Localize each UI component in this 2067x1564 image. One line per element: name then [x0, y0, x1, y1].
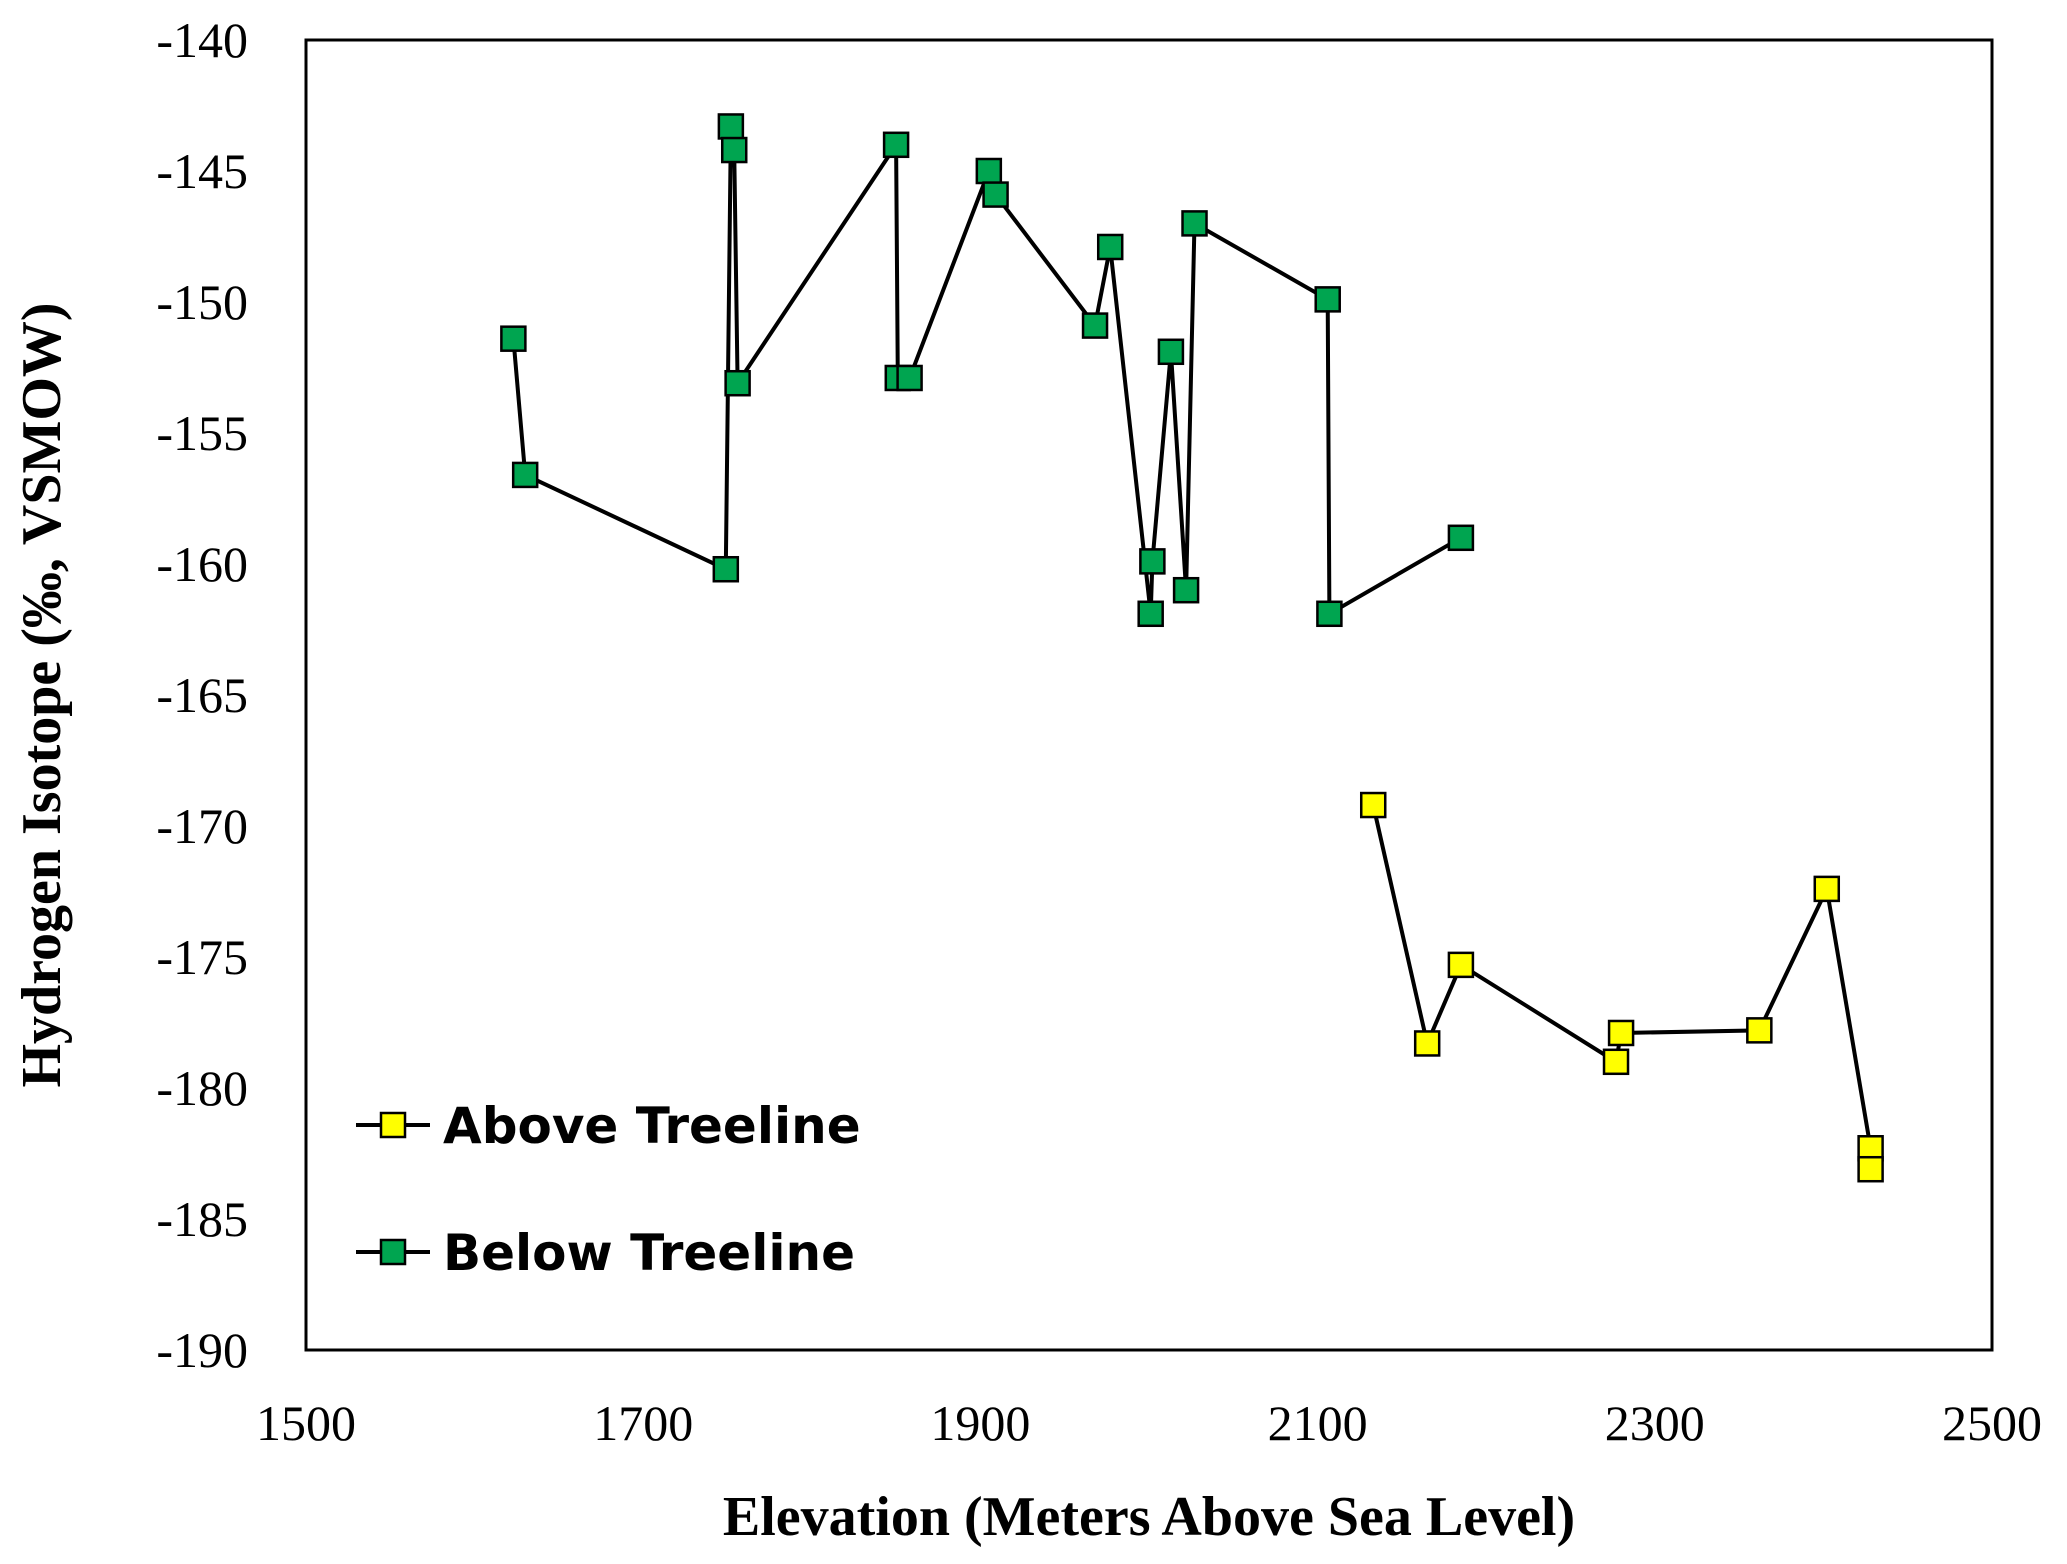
data-point	[1172, 576, 1200, 604]
data-point	[712, 555, 740, 583]
y-tick-label: -185	[156, 1191, 248, 1247]
data-point	[882, 131, 910, 159]
plot-area	[304, 38, 1994, 1352]
data-point	[720, 136, 748, 164]
data-point	[1447, 524, 1475, 552]
data-point	[724, 369, 751, 397]
data-point	[1413, 1030, 1441, 1057]
y-tick-label: -180	[156, 1060, 248, 1116]
legend-marker	[379, 1238, 407, 1266]
data-point	[1181, 210, 1208, 237]
y-tick-label: -170	[156, 798, 248, 854]
x-axis-title: Elevation (Meters Above Sea Level)	[723, 1486, 1575, 1548]
data-point	[717, 113, 745, 140]
data-point	[1857, 1155, 1884, 1183]
data-point	[1813, 875, 1841, 903]
x-tick-label: 2300	[1605, 1395, 1705, 1451]
data-point	[1139, 548, 1166, 575]
y-tick-label: -145	[156, 143, 248, 199]
legend: Above Treeline Below Treeline	[356, 1097, 861, 1282]
data-point	[1447, 951, 1475, 979]
data-point	[500, 325, 527, 352]
legend-label: Above Treeline	[443, 1097, 861, 1155]
x-axis-ticks: 1500 1700 1900 2100 2300 2500	[256, 1395, 2042, 1451]
data-point	[1316, 600, 1343, 628]
y-tick-label: -160	[156, 536, 248, 592]
x-tick-label: 1900	[930, 1395, 1030, 1451]
data-point	[982, 181, 1009, 208]
data-point	[1607, 1019, 1635, 1047]
y-tick-label: -190	[156, 1322, 248, 1378]
data-point	[896, 364, 923, 392]
data-point	[1137, 600, 1164, 628]
data-point	[1314, 286, 1341, 313]
x-tick-label: 1700	[593, 1395, 693, 1451]
series-markers	[500, 113, 1884, 1183]
data-point	[1096, 233, 1124, 261]
data-point	[975, 157, 1003, 185]
x-tick-label: 1500	[256, 1395, 356, 1451]
data-point	[511, 461, 539, 489]
legend-label: Below Treeline	[443, 1224, 855, 1282]
data-point	[1081, 312, 1109, 339]
data-point	[1157, 338, 1185, 366]
data-point	[1602, 1048, 1630, 1076]
y-axis-ticks: -140 -145 -150 -155 -160 -165 -170 -175 -180 -185…	[156, 12, 248, 1378]
data-point	[1746, 1017, 1773, 1044]
y-tick-label: -140	[156, 12, 248, 68]
series-line-0	[1371, 804, 1873, 1170]
y-tick-label: -165	[156, 667, 248, 723]
x-tick-label: 2100	[1268, 1395, 1368, 1451]
y-axis-title: Hydrogen Isotope (‰, VSMOW)	[11, 302, 73, 1087]
y-tick-label: -155	[156, 405, 248, 461]
series-lines	[511, 126, 1873, 1170]
y-tick-label: -175	[156, 929, 248, 985]
y-tick-label: -150	[156, 274, 248, 330]
data-point	[1359, 791, 1387, 819]
legend-marker	[379, 1111, 407, 1139]
x-tick-label: 2500	[1942, 1395, 2042, 1451]
